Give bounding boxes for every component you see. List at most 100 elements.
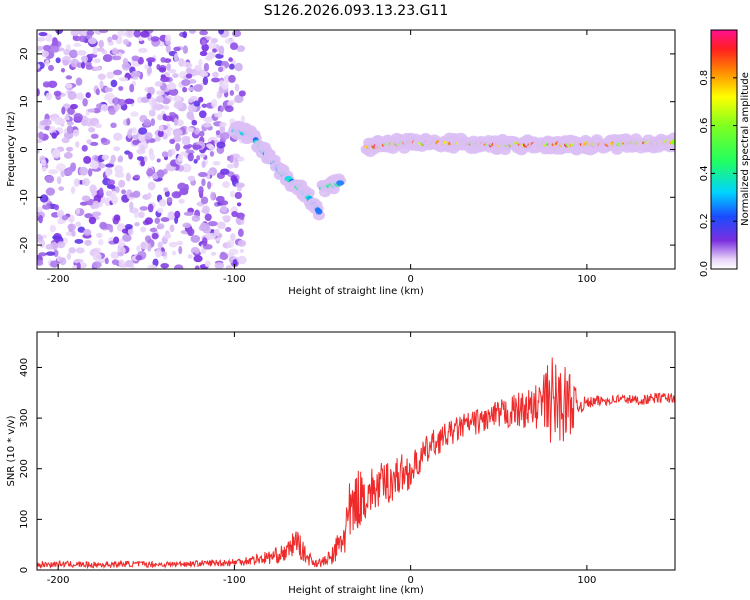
snr-xtick-label: 100 bbox=[577, 575, 596, 586]
spectrogram-cell bbox=[160, 217, 170, 223]
spectrogram-cell bbox=[233, 159, 239, 169]
spectrogram-cell bbox=[181, 79, 191, 87]
spectrogram-cell bbox=[108, 108, 116, 116]
spectrogram-cell bbox=[95, 88, 100, 96]
spectrogram-cell bbox=[92, 252, 102, 262]
spectrogram-cell bbox=[83, 155, 92, 164]
spectrogram-cell bbox=[137, 36, 144, 42]
spectrogram-xtick-label: -100 bbox=[223, 274, 246, 285]
spectrogram-cell bbox=[174, 210, 181, 219]
spectrogram-cell bbox=[132, 127, 137, 135]
spectrogram-cell bbox=[68, 215, 74, 223]
spectrogram-cell bbox=[166, 82, 177, 90]
spectrogram-cell bbox=[67, 223, 76, 231]
spectrogram-cell bbox=[67, 107, 75, 115]
spectrogram-cell bbox=[92, 46, 98, 55]
spectrogram-cell bbox=[45, 175, 55, 184]
spectrogram-cell bbox=[198, 185, 204, 195]
spectrogram-cell bbox=[105, 163, 114, 168]
spectrogram-cell bbox=[190, 234, 201, 243]
spectrogram-cell bbox=[220, 200, 229, 206]
spectrogram-cell bbox=[45, 59, 50, 67]
spectrogram-cell bbox=[82, 98, 88, 107]
spectrogram-cell bbox=[140, 159, 145, 167]
snr-ytick-label: 0 bbox=[19, 567, 30, 573]
spectrogram-cell bbox=[57, 218, 62, 225]
spectrogram-cell bbox=[74, 238, 84, 244]
spectrogram-cell bbox=[64, 169, 73, 176]
snr-ylabel: SNR (10 * v/v) bbox=[6, 415, 17, 486]
spectrogram-cell bbox=[114, 165, 124, 174]
spectrogram-cell bbox=[113, 236, 120, 244]
spectrogram-cell bbox=[173, 117, 179, 126]
spectrogram-cell bbox=[138, 142, 148, 151]
snr-ytick-label: 400 bbox=[19, 358, 30, 377]
spectrogram-cell bbox=[162, 113, 167, 121]
spectrogram-cell bbox=[107, 36, 113, 43]
spectrogram-cell bbox=[140, 30, 150, 38]
spectrogram-cell bbox=[224, 38, 235, 45]
spectrogram-cell bbox=[45, 243, 54, 250]
spectrogram-cell bbox=[156, 223, 165, 230]
spectrogram-cell bbox=[96, 47, 105, 52]
spectrogram-cell bbox=[185, 73, 193, 79]
spectrogram-cell bbox=[90, 160, 99, 170]
spectrogram-cell bbox=[220, 205, 228, 213]
spectrogram-cell bbox=[149, 153, 156, 161]
spectrogram-cell bbox=[98, 30, 109, 34]
spectrogram-cell bbox=[136, 156, 145, 161]
spectrogram-cell bbox=[144, 217, 154, 225]
spectrogram-cell bbox=[85, 64, 93, 70]
spectrogram-cell bbox=[201, 178, 206, 187]
spectrogram-cell bbox=[140, 96, 150, 103]
spectrogram-cell bbox=[222, 242, 232, 249]
colorbar: 0.0 0.2 0.4 0.6 0.8 Normalized spectral ampl… bbox=[699, 29, 750, 277]
spectrogram-cell bbox=[143, 155, 148, 162]
spectrogram-cell bbox=[222, 181, 230, 189]
spectrogram-cell bbox=[105, 167, 111, 177]
spectrogram-cell bbox=[193, 100, 201, 107]
spectrogram-cell bbox=[63, 49, 71, 56]
spectrogram-cell bbox=[204, 213, 212, 222]
spectrogram-cell bbox=[187, 86, 195, 92]
spectrogram-cell bbox=[147, 203, 154, 213]
snr-axes: -200 -100 0 100 0 100 200 300 400 bbox=[19, 332, 675, 586]
spectrogram-cell bbox=[138, 127, 148, 135]
spectrogram-cell bbox=[112, 47, 118, 55]
spectrogram-cell bbox=[209, 151, 214, 157]
spectrogram-cell bbox=[219, 131, 230, 140]
spectrogram-cell bbox=[154, 249, 163, 258]
spectrogram-cell bbox=[37, 37, 46, 42]
spectrogram-cell bbox=[65, 75, 73, 80]
spectrogram-cell bbox=[228, 63, 235, 70]
spectrogram-cell bbox=[186, 127, 195, 132]
spectrogram-cell bbox=[218, 47, 225, 56]
spectrogram-cell bbox=[86, 139, 92, 144]
spectrogram-cell bbox=[155, 90, 165, 96]
spectrogram-cell bbox=[53, 249, 59, 257]
spectrogram-cell bbox=[164, 190, 170, 198]
spectrogram-ytick-label: 10 bbox=[19, 95, 30, 108]
spectrogram-cell bbox=[117, 259, 125, 266]
spectrogram-cell bbox=[210, 38, 218, 44]
spectrogram-cell bbox=[112, 69, 123, 76]
spectrogram-cell bbox=[237, 255, 247, 265]
spectrogram-cell bbox=[61, 137, 70, 144]
spectrogram-cell bbox=[72, 129, 80, 137]
colorbar-tick-label: 0.0 bbox=[699, 261, 710, 277]
spectrogram-cell bbox=[66, 125, 74, 134]
spectrogram-cell bbox=[68, 247, 76, 254]
colorbar-label: Normalized spectral amplitude bbox=[740, 72, 750, 226]
spectrogram-cell bbox=[191, 119, 198, 126]
spectrogram-cell bbox=[208, 144, 215, 151]
spectrogram-cell bbox=[42, 81, 51, 88]
spectrogram-cell bbox=[196, 155, 201, 161]
colorbar-frame bbox=[710, 29, 738, 270]
spectrogram-cell bbox=[229, 90, 235, 96]
spectrogram-cell bbox=[199, 50, 208, 57]
spectrogram-cell bbox=[165, 40, 172, 46]
spectrogram-cell bbox=[239, 215, 245, 221]
spectrogram-cell bbox=[149, 227, 158, 233]
spectrogram-cell bbox=[130, 111, 139, 117]
spectrogram-cell bbox=[220, 106, 225, 112]
